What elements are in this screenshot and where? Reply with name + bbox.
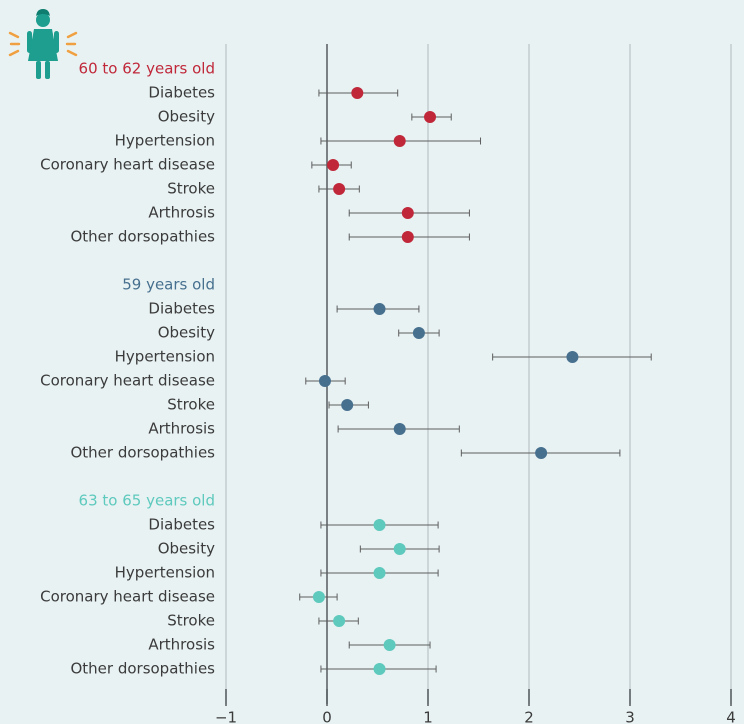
x-axis: −1 0 1 2 3 4 xyxy=(215,689,736,724)
woman-icon xyxy=(8,9,78,79)
data-point xyxy=(401,207,414,219)
data-point xyxy=(333,615,346,627)
row-label: Other dorsopathies xyxy=(70,660,215,678)
group-label: 63 to 65 years old xyxy=(79,492,215,510)
row-label: Coronary heart disease xyxy=(40,372,215,390)
row-label: Other dorsopathies xyxy=(70,444,215,462)
tick-label: 1 xyxy=(423,709,433,724)
row-label: Hypertension xyxy=(115,564,215,582)
row-label: Arthrosis xyxy=(148,204,215,222)
woman-dress-icon xyxy=(28,29,58,61)
data-point xyxy=(341,399,354,411)
ray-line xyxy=(66,49,78,57)
tick-label: 4 xyxy=(726,709,736,724)
row-label: Coronary heart disease xyxy=(40,156,215,174)
row-label: Arthrosis xyxy=(148,636,215,654)
data-point xyxy=(351,87,364,99)
woman-leg-left-icon xyxy=(36,61,41,79)
ray-line xyxy=(8,31,20,39)
woman-hair-icon xyxy=(36,9,50,18)
ray-line xyxy=(66,31,78,39)
alert-rays-right-icon xyxy=(65,31,78,57)
data-point xyxy=(566,351,579,363)
row-label: Stroke xyxy=(167,180,215,198)
row-label: Hypertension xyxy=(115,348,215,366)
row-label: Stroke xyxy=(167,396,215,414)
data-rows: 60 to 62 years old Diabetes Obesity Hyperte… xyxy=(40,60,652,678)
ray-line xyxy=(8,49,20,57)
woman-leg-right-icon xyxy=(45,61,50,79)
row-label: Coronary heart disease xyxy=(40,588,215,606)
data-point xyxy=(424,111,437,123)
row-label: Arthrosis xyxy=(148,420,215,438)
tick-label: 2 xyxy=(524,709,534,724)
data-point xyxy=(373,567,386,579)
woman-head-icon xyxy=(36,13,50,27)
row-label: Diabetes xyxy=(148,84,215,102)
row-label: Obesity xyxy=(158,108,215,126)
data-point xyxy=(333,183,346,195)
data-point xyxy=(393,135,406,147)
row-label: Obesity xyxy=(158,324,215,342)
data-point xyxy=(393,543,406,555)
row-label: Other dorsopathies xyxy=(70,228,215,246)
tick-label: −1 xyxy=(215,709,237,724)
row-label: Hypertension xyxy=(115,132,215,150)
tick-label: 3 xyxy=(625,709,635,724)
grid-lines xyxy=(225,44,732,704)
data-point xyxy=(535,447,548,459)
data-point xyxy=(327,159,340,171)
data-point xyxy=(373,519,386,531)
data-point xyxy=(383,639,396,651)
data-point xyxy=(312,591,325,603)
alert-rays-left-icon xyxy=(8,31,21,57)
group-label: 60 to 62 years old xyxy=(79,60,215,78)
group-label: 59 years old xyxy=(122,276,215,294)
row-label: Obesity xyxy=(158,540,215,558)
data-point xyxy=(412,327,425,339)
tick-label: 0 xyxy=(322,709,332,724)
data-point xyxy=(373,663,386,675)
row-label: Stroke xyxy=(167,612,215,630)
data-point xyxy=(373,303,386,315)
row-label: Diabetes xyxy=(148,516,215,534)
data-point xyxy=(393,423,406,435)
row-label: Diabetes xyxy=(148,300,215,318)
data-point xyxy=(401,231,414,243)
data-point xyxy=(318,375,331,387)
